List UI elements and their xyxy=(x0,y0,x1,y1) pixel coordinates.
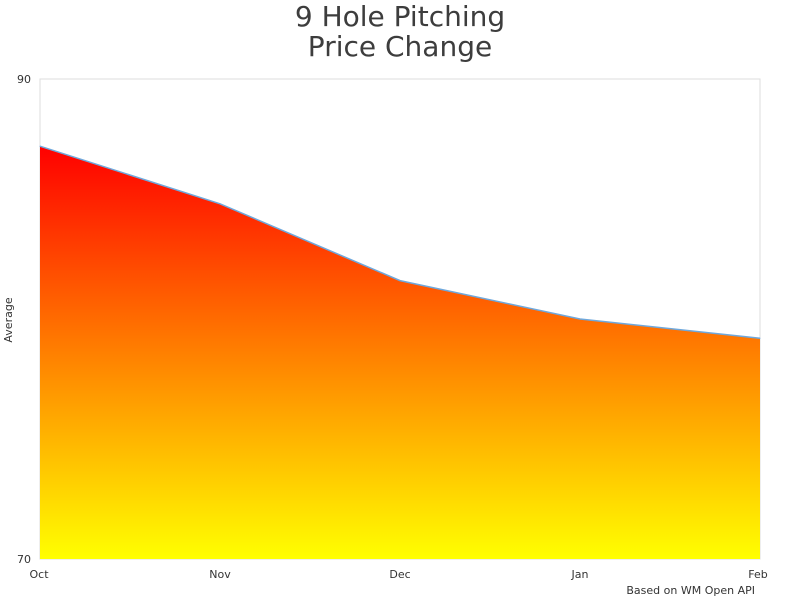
y-tick-label-90: 90 xyxy=(17,73,31,86)
x-axis-ticks: Oct Nov Dec Jan Feb xyxy=(29,568,767,581)
area-series xyxy=(39,145,761,559)
x-tick-label-jan: Jan xyxy=(571,568,589,581)
y-axis-title: Average xyxy=(2,297,15,342)
credits-text: Based on WM Open API xyxy=(626,584,755,597)
area-fill-series-0 xyxy=(40,146,760,559)
chart-title: 9 Hole Pitching Price Change xyxy=(0,2,800,62)
x-tick-label-feb: Feb xyxy=(748,568,767,581)
y-axis-ticks: 70 90 xyxy=(17,73,31,566)
data-point-dec[interactable] xyxy=(399,280,401,282)
x-tick-label-dec: Dec xyxy=(389,568,410,581)
x-tick-label-oct: Oct xyxy=(29,568,49,581)
y-tick-label-70: 70 xyxy=(17,553,31,566)
x-tick-label-nov: Nov xyxy=(209,568,231,581)
chart-title-line-1: 9 Hole Pitching xyxy=(294,0,506,33)
data-point-feb[interactable] xyxy=(759,337,761,339)
data-point-oct[interactable] xyxy=(39,145,41,147)
data-point-jan[interactable] xyxy=(579,318,581,320)
chart-title-line-2: Price Change xyxy=(307,30,493,63)
data-point-nov[interactable] xyxy=(219,203,221,205)
